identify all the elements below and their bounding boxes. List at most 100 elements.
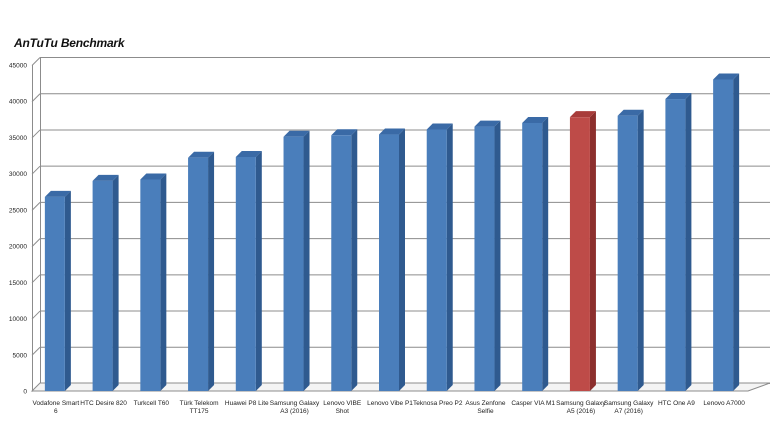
- bar-top: [331, 129, 358, 136]
- gridline-side: [31, 238, 41, 247]
- y-tick-label: 30000: [9, 171, 27, 178]
- x-tick-label-line: Asus Zenfone: [465, 400, 505, 407]
- bar-side: [303, 130, 310, 391]
- x-tick-label-line: 6: [54, 408, 58, 415]
- x-tick-labels: Vodafone Smart 6 HTC Desire 820 Turkcell T6…: [33, 400, 746, 415]
- x-tick-label: Teknosa Preo P2: [413, 400, 463, 407]
- x-tick-label: Samsung Galaxy A7 (2016): [604, 400, 654, 415]
- x-tick-label-line: Lenovo VIBE: [323, 400, 362, 407]
- bar-top: [426, 123, 453, 130]
- gridline-side: [31, 346, 41, 356]
- bar: [44, 190, 71, 391]
- bar-side: [160, 173, 167, 391]
- bar-top: [140, 173, 167, 180]
- bar-top: [283, 130, 310, 137]
- x-tick-label-line: TT175: [190, 408, 209, 415]
- x-tick-label: Huawei P8 Lite: [225, 400, 269, 407]
- bar-front: [522, 122, 543, 391]
- bar-front: [235, 157, 256, 391]
- chart-title: AnTuTu Benchmark: [14, 36, 125, 50]
- x-tick-label-line: HTC One A9: [658, 400, 695, 407]
- bar-side: [208, 151, 215, 391]
- x-tick-label-line: A3 (2016): [280, 408, 309, 415]
- gridline-side: [31, 274, 41, 284]
- x-tick-label-line: Turkcell T60: [134, 400, 170, 407]
- x-tick-label: Lenovo A7000: [703, 400, 745, 407]
- bar-top: [92, 174, 119, 181]
- x-tick-label-line: Shot: [336, 408, 350, 415]
- x-tick-label-line: Lenovo A7000: [703, 400, 745, 407]
- bar-top: [713, 73, 740, 80]
- y-tick-label: 20000: [9, 244, 27, 251]
- x-tick-label: Casper VIA M1: [511, 400, 555, 407]
- bar-front: [426, 129, 447, 391]
- bar-top: [188, 151, 215, 158]
- x-tick-label-line: Vodafone Smart: [33, 400, 80, 407]
- bar: [188, 151, 215, 391]
- bar-front: [92, 180, 113, 391]
- gridline-side: [31, 57, 41, 66]
- gridline-side: [31, 93, 41, 103]
- y-tick-label: 10000: [9, 316, 27, 323]
- bar-top: [569, 111, 596, 118]
- x-tick-label-line: Selfie: [477, 408, 494, 415]
- x-tick-label-line: A5 (2016): [567, 408, 596, 415]
- bar-side: [542, 116, 549, 391]
- bar-front: [44, 196, 65, 391]
- bar: [665, 93, 692, 391]
- bar-side: [589, 111, 596, 391]
- bar-side: [112, 174, 119, 391]
- x-tick-label-line: HTC Desire 820: [80, 400, 127, 407]
- bar: [522, 116, 549, 391]
- bar: [379, 128, 405, 391]
- x-tick-label-line: A7 (2016): [614, 408, 643, 415]
- y-tick-label: 40000: [9, 99, 27, 106]
- x-tick-label: Asus Zenfone Selfie: [465, 400, 505, 415]
- x-tick-label-line: Teknosa Preo P2: [413, 400, 463, 407]
- bar-top: [522, 116, 549, 123]
- bar: [331, 129, 358, 391]
- bar-top: [44, 190, 71, 197]
- x-tick-label: Türk Telekom TT175: [180, 400, 219, 415]
- x-tick-label: HTC Desire 820: [80, 400, 127, 407]
- x-tick-label-line: Samsung Galaxy: [270, 400, 320, 407]
- x-tick-label-line: Samsung Galaxy: [604, 400, 654, 407]
- gridline-side: [31, 165, 41, 175]
- x-tick-label: HTC One A9: [658, 400, 695, 407]
- gridline-side: [31, 310, 41, 320]
- bar: [426, 123, 453, 391]
- bar: [569, 111, 596, 391]
- x-tick-label-line: Türk Telekom: [180, 400, 219, 407]
- bar-side: [399, 128, 405, 391]
- x-tick-label: Samsung Galaxy A5 (2016): [556, 400, 606, 415]
- bar-side: [351, 129, 358, 391]
- bar-front: [474, 126, 495, 392]
- x-tick-label: Turkcell T60: [134, 400, 170, 407]
- bar-front: [569, 117, 590, 391]
- x-tick-label: Lenovo Vibe P1: [367, 400, 413, 407]
- x-tick-label-line: Lenovo Vibe P1: [367, 400, 413, 407]
- bar-front: [379, 134, 399, 391]
- bar: [713, 73, 740, 391]
- y-tick-label: 15000: [9, 280, 27, 287]
- y-tick-label: 35000: [9, 135, 27, 142]
- bar-top: [474, 120, 501, 127]
- x-tick-label-line: Casper VIA M1: [511, 400, 555, 407]
- gridline-side: [31, 129, 41, 139]
- bar-top: [665, 93, 692, 100]
- bar: [474, 120, 501, 392]
- x-tick-label: Samsung Galaxy A3 (2016): [270, 400, 320, 415]
- y-tick-label: 25000: [9, 207, 27, 214]
- y-tick-label: 0: [23, 389, 27, 396]
- bar: [283, 130, 310, 391]
- bar-side: [64, 190, 71, 391]
- gridline-side: [31, 202, 41, 211]
- bar: [92, 174, 119, 391]
- bar-top: [617, 109, 644, 116]
- bar-side: [494, 120, 501, 392]
- bar-front: [188, 157, 209, 391]
- bar: [140, 173, 167, 391]
- bars: [44, 73, 740, 392]
- bar-side: [446, 123, 453, 391]
